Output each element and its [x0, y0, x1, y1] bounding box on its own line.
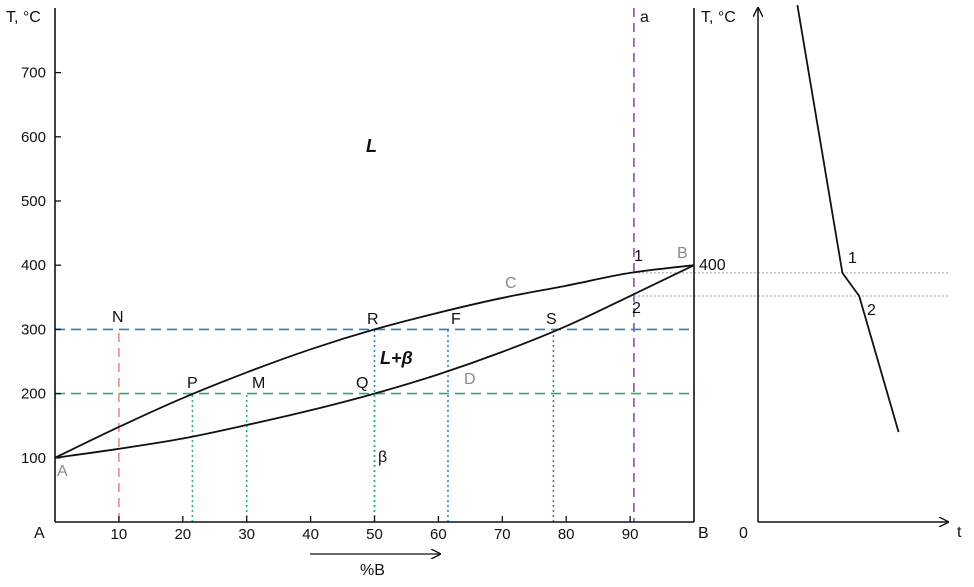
cooling-x-axis-label: t: [957, 524, 962, 541]
y-axis-title: T, °C: [6, 9, 41, 26]
point-label-c: C: [505, 275, 517, 292]
x-tick-label: 10: [111, 526, 128, 543]
x-axis-label: %B: [360, 562, 385, 579]
point-label-n: N: [112, 309, 124, 326]
y-tick-label: 700: [21, 65, 46, 82]
point-label-1: 1: [634, 248, 643, 265]
corner-label-a: A: [34, 525, 45, 542]
point-label-m: M: [252, 375, 265, 392]
point-label-p: P: [187, 375, 198, 392]
y-tick-label: 200: [21, 386, 46, 403]
y-tick-label: 600: [21, 129, 46, 146]
y-tick-label: 100: [21, 450, 46, 467]
y-tick-label: 500: [21, 193, 46, 210]
corner-label-b: B: [698, 525, 709, 542]
x-tick-label: 30: [238, 526, 255, 543]
x-tick-label: 20: [174, 526, 191, 543]
region-two-phase-label: L+β: [380, 348, 413, 368]
cooling-y-axis-title: T, °C: [701, 9, 736, 26]
cooling-origin-label: 0: [739, 525, 748, 542]
cooling-break-2-label: 2: [867, 302, 876, 319]
guide-lines: [55, 8, 950, 522]
point-label-a: A: [57, 463, 68, 480]
cooling-curve-line: [796, 5, 900, 433]
point-label-2: 2: [632, 300, 641, 317]
point-label-d: D: [464, 371, 476, 388]
x-tick-label: 80: [558, 526, 575, 543]
cooling-curve-panel: T, °C t 0 1 2: [701, 5, 962, 542]
x-tick-label: 70: [494, 526, 511, 543]
x-tick-label: 60: [430, 526, 447, 543]
x-tick-label: 40: [302, 526, 319, 543]
label-400: 400: [699, 257, 726, 274]
point-label-f: F: [451, 311, 461, 328]
point-label-s: S: [546, 311, 557, 328]
section-label-a: a: [640, 9, 649, 26]
point-label-q: Q: [356, 375, 368, 392]
y-tick-label: 400: [21, 257, 46, 274]
solidus-curve: [54, 264, 695, 459]
y-tick-label: 300: [21, 321, 46, 338]
point-label-r: R: [367, 311, 379, 328]
region-solid-label: β: [378, 449, 387, 466]
cooling-break-1-label: 1: [848, 250, 857, 267]
x-tick-label: 50: [366, 526, 383, 543]
axis-ticks: 700 600 500 400 300 200 100 10 20 30 40 50 60 70 80 90: [21, 65, 638, 543]
point-label-b: B: [677, 245, 688, 262]
liquidus-curve: [54, 264, 695, 459]
x-tick-label: 90: [622, 526, 639, 543]
region-liquid-label: L: [366, 136, 377, 156]
